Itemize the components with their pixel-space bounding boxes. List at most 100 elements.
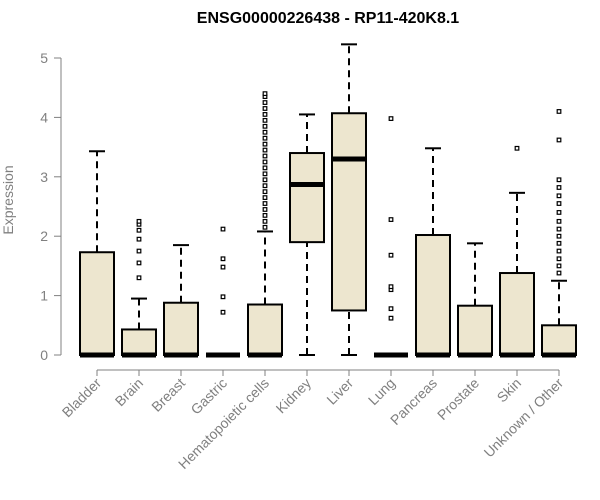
outlier-point <box>388 284 394 290</box>
outlier-point <box>262 189 268 195</box>
outlier-point <box>262 165 268 171</box>
outlier-point <box>262 135 268 141</box>
outlier-point <box>262 213 268 218</box>
box-iqr <box>247 303 283 357</box>
outlier-point <box>262 100 268 105</box>
box-iqr <box>331 112 367 312</box>
outlier-point <box>262 129 268 135</box>
box-brain <box>121 218 157 358</box>
box-bladder <box>79 150 115 358</box>
outlier-point <box>388 217 394 222</box>
x-tick-label: Pancreas <box>387 375 440 428</box>
y-tick-label: 4 <box>40 109 48 125</box>
outlier-point <box>556 256 562 262</box>
outlier-point <box>136 236 142 242</box>
outlier-point <box>262 141 268 147</box>
boxes-group <box>79 43 577 358</box>
box-skin <box>499 145 535 358</box>
outlier-point <box>262 171 268 177</box>
chart-title: ENSG00000226438 - RP11-420K8.1 <box>197 10 460 27</box>
outlier-point <box>556 240 562 246</box>
box-iqr <box>541 324 577 356</box>
box-lung <box>374 116 408 358</box>
outlier-point <box>388 306 394 312</box>
y-tick-label: 5 <box>40 50 48 66</box>
box-pancreas <box>415 147 451 358</box>
outlier-point <box>220 256 226 262</box>
outlier-point <box>262 183 268 189</box>
outlier-point <box>136 218 142 224</box>
outlier-point <box>388 116 394 121</box>
box-gastric <box>206 226 240 358</box>
outlier-point <box>262 91 268 97</box>
outlier-point <box>262 106 268 111</box>
outlier-point <box>388 252 394 258</box>
y-tick-label: 2 <box>40 228 48 244</box>
outlier-point <box>136 260 142 266</box>
outlier-point <box>262 177 268 183</box>
outlier-point <box>262 147 268 153</box>
box-iqr <box>79 251 115 357</box>
box-breast <box>163 244 199 358</box>
box-hematopoietic-cells <box>247 91 283 358</box>
outlier-point <box>556 270 562 276</box>
box-iqr <box>121 328 157 357</box>
box-prostate <box>457 242 493 358</box>
y-axis-label: Expression <box>0 165 16 234</box>
outlier-point <box>262 207 268 212</box>
outlier-point <box>514 145 520 151</box>
outlier-point <box>262 112 268 117</box>
box-iqr <box>289 152 325 244</box>
outlier-point <box>220 309 226 315</box>
x-tick-label: Prostate <box>434 375 482 423</box>
outlier-point <box>556 248 562 254</box>
x-tick-label: Lung <box>365 375 398 408</box>
box-iqr <box>163 301 199 356</box>
outlier-point <box>262 224 268 230</box>
outlier-point <box>556 193 562 199</box>
outlier-point <box>388 315 394 321</box>
x-tick-label: Brain <box>112 375 146 409</box>
outlier-point <box>556 210 562 215</box>
x-tick-label: Unknown / Other <box>481 375 567 461</box>
outlier-point <box>262 159 268 165</box>
outlier-point <box>262 201 268 206</box>
outlier-point <box>262 117 268 123</box>
outlier-point <box>220 294 226 300</box>
box-kidney <box>289 113 325 356</box>
box-liver <box>331 43 367 356</box>
outlier-point <box>262 195 268 200</box>
y-tick-label: 0 <box>40 347 48 363</box>
outlier-point <box>556 201 562 206</box>
outlier-point <box>136 227 142 233</box>
outlier-point <box>262 123 268 129</box>
box-iqr <box>457 304 493 356</box>
outlier-point <box>262 218 268 224</box>
outlier-point <box>220 226 226 232</box>
outlier-point <box>556 185 562 190</box>
box-iqr <box>415 234 451 356</box>
outlier-point <box>556 226 562 232</box>
x-tick-label: Breast <box>148 375 188 415</box>
outlier-point <box>556 233 562 239</box>
outlier-point <box>556 177 562 183</box>
outlier-point <box>136 275 142 281</box>
outlier-point <box>262 153 268 159</box>
outlier-point <box>556 137 562 143</box>
outlier-point <box>556 263 562 269</box>
y-axis: 0 1 2 3 4 5 <box>40 50 62 363</box>
outlier-point <box>220 264 226 270</box>
x-tick-label: Bladder <box>59 375 105 421</box>
x-tick-label: Liver <box>323 375 356 408</box>
y-tick-label: 1 <box>40 288 48 304</box>
x-tick-label: Skin <box>494 375 525 406</box>
box-unknown-other <box>541 109 577 358</box>
y-tick-label: 3 <box>40 169 48 185</box>
x-tick-label: Kidney <box>273 375 315 417</box>
outlier-point <box>556 218 562 224</box>
outlier-point <box>136 248 142 254</box>
box-iqr <box>499 272 535 357</box>
outlier-point <box>556 109 562 114</box>
